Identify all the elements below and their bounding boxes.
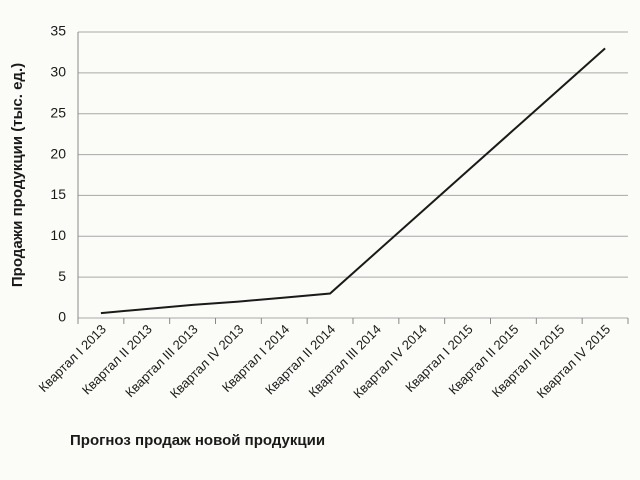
line (100, 47, 606, 315)
y-tick-label: 20 (50, 145, 66, 161)
y-tick-label: 35 (50, 23, 66, 39)
y-tick-label: 10 (50, 227, 66, 243)
y-axis-title: Продажи продукции (тыс. ед.) (9, 63, 26, 287)
y-tick-label: 15 (50, 186, 66, 202)
y-tick-label: 5 (58, 268, 66, 284)
y-tick-label: 30 (50, 64, 66, 80)
y-tick-label: 0 (58, 309, 66, 325)
y-tick-label: 25 (50, 104, 66, 120)
x-axis-title: Прогноз продаж новой продукции (70, 432, 325, 449)
